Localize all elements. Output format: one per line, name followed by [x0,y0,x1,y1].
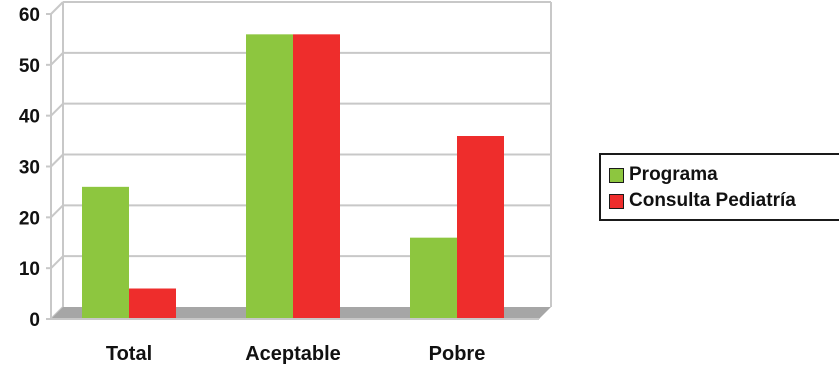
x-tick-label: Total [106,343,152,365]
gridline-side [50,1,64,15]
bar-programa-pobre [410,237,457,319]
gridline-side [50,153,64,168]
bar-programa-aceptable [246,34,293,319]
bar-consulta-pediatria-aceptable [293,34,340,319]
bar-consulta-pediatria-total [129,288,176,319]
x-tick-label: Pobre [429,343,486,365]
bar-programa-total [82,186,129,319]
legend: Programa Consulta Pediatría [599,153,839,221]
y-tick-label: 10 [19,259,40,280]
legend-item-consulta-pediatria: Consulta Pediatría [609,189,796,213]
gridline-side [50,102,64,117]
y-tick-label: 60 [19,5,40,26]
y-axis [46,13,539,320]
gridline-side [50,255,64,269]
bar-consulta-pediatria-pobre [457,136,504,319]
gridline-side [50,204,64,219]
y-tick-label: 0 [29,310,40,331]
legend-item-programa: Programa [609,163,718,187]
x-tick-labels: Total Aceptable Pobre [106,343,485,365]
gridline-side [50,52,64,66]
legend-label-programa: Programa [629,164,718,185]
legend-swatch-consulta-pediatria [609,193,624,209]
legend-swatch-programa [609,167,624,183]
y-tick-label: 20 [19,208,40,229]
legend-label-consulta-pediatria: Consulta Pediatría [629,190,796,211]
bars [82,34,504,319]
y-tick-labels: 0 10 20 30 40 50 60 [19,5,40,331]
x-tick-label: Aceptable [245,343,341,365]
y-tick-label: 40 [19,107,40,128]
y-tick-label: 50 [19,56,40,77]
y-tick-label: 30 [19,158,40,179]
